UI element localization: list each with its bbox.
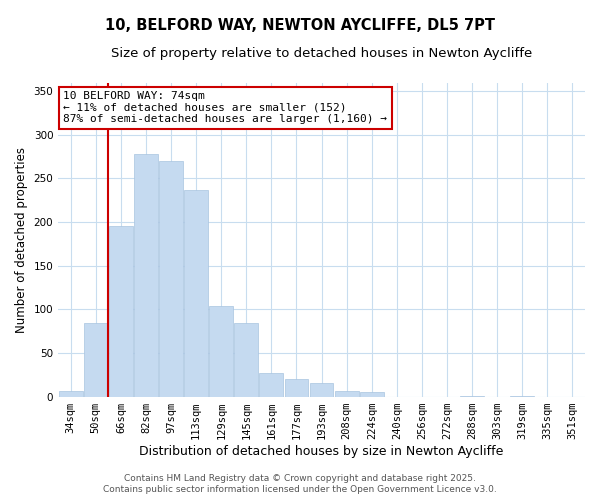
Bar [284,379,308,396]
Bar [235,324,258,396]
Bar [209,306,233,396]
Bar [84,324,108,396]
Y-axis label: Number of detached properties: Number of detached properties [15,146,28,332]
Bar [109,226,133,396]
X-axis label: Distribution of detached houses by size in Newton Aycliffe: Distribution of detached houses by size … [139,444,504,458]
Title: Size of property relative to detached houses in Newton Aycliffe: Size of property relative to detached ho… [111,48,532,60]
Bar [184,190,208,396]
Bar [310,382,334,396]
Text: 10 BELFORD WAY: 74sqm
← 11% of detached houses are smaller (152)
87% of semi-det: 10 BELFORD WAY: 74sqm ← 11% of detached … [63,91,387,124]
Text: Contains HM Land Registry data © Crown copyright and database right 2025.
Contai: Contains HM Land Registry data © Crown c… [103,474,497,494]
Text: 10, BELFORD WAY, NEWTON AYCLIFFE, DL5 7PT: 10, BELFORD WAY, NEWTON AYCLIFFE, DL5 7P… [105,18,495,32]
Bar [159,161,183,396]
Bar [360,392,383,396]
Bar [134,154,158,396]
Bar [259,373,283,396]
Bar [335,392,359,396]
Bar [59,392,83,396]
